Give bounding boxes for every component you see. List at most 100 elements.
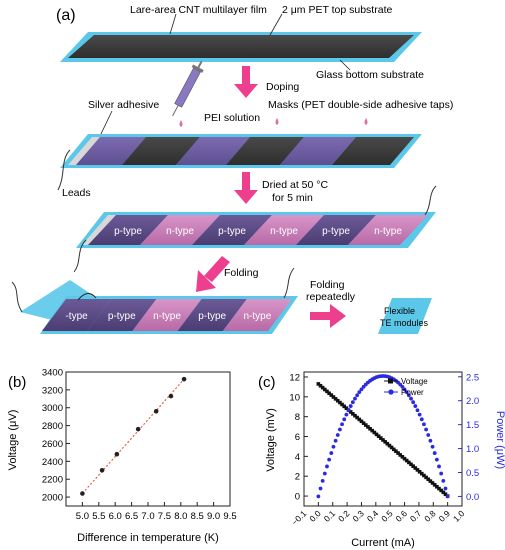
power-point <box>355 393 360 398</box>
data-point <box>114 451 120 457</box>
segment-p <box>177 299 247 331</box>
segment-label: p-type <box>198 311 226 322</box>
segment-p <box>87 299 157 331</box>
leader-silver <box>99 110 113 137</box>
power-point <box>320 479 325 483</box>
data-points <box>316 374 450 499</box>
data-point <box>135 426 141 432</box>
voltage-point <box>370 428 375 433</box>
voltage-point <box>402 456 407 461</box>
voltage-point <box>422 473 426 478</box>
power-point <box>434 457 439 462</box>
voltage-point <box>320 385 325 390</box>
y-tick-label: 2600 <box>42 439 63 450</box>
masks-label: Masks (PET double-side adhesive taps) <box>268 99 453 111</box>
dried-label-1: Dried at 50 °C <box>262 179 328 191</box>
y-tick-label: 3400 <box>42 368 63 379</box>
folded-flap <box>20 280 94 322</box>
power-point <box>357 390 362 395</box>
flexible-label-2: TE modules <box>380 318 429 328</box>
power-point <box>331 444 336 449</box>
voltage-point <box>439 488 443 493</box>
y-tick-label: 0 <box>295 492 300 503</box>
voltage-point <box>374 432 379 437</box>
strip-folding: -type p-type n-type p-type n-type <box>11 267 298 334</box>
x-tick-label: 0.5 <box>379 508 395 524</box>
fit-line <box>81 378 185 494</box>
power-point <box>419 417 424 422</box>
segment-label: n-type <box>153 311 181 322</box>
y-tick-label: 2 <box>295 472 300 483</box>
voltage-point <box>318 383 323 388</box>
power-point <box>340 422 344 427</box>
voltage-point <box>432 483 437 487</box>
segment-label: p-type <box>114 226 142 237</box>
power-point <box>359 387 364 392</box>
y-tick-label: 2000 <box>42 493 63 504</box>
folding-label: Folding <box>224 267 259 279</box>
power-point <box>424 427 428 432</box>
strip4-segments: -type p-type n-type p-type n-type <box>42 299 292 331</box>
leader-glass <box>339 59 351 71</box>
axis-ticks: −0.10.00.10.20.30.40.50.60.70.80.91.0024… <box>289 372 479 527</box>
lead-wire <box>424 185 437 216</box>
dried-label-2: for 5 min <box>272 192 313 204</box>
x-tick-label: 8.5 <box>191 511 204 522</box>
voltage-point <box>404 458 409 463</box>
mask-droplet-icon <box>275 118 279 125</box>
power-point <box>322 471 327 476</box>
x-tick-label: 9.5 <box>223 511 236 522</box>
power-point <box>344 412 349 417</box>
voltage-point <box>340 402 344 407</box>
data-point <box>80 491 85 496</box>
axis-ticks: 5.0 5.5 6.0 6.5 7.0 7.5 8.0 8.5 9.0 9.5 2000 2200 24… <box>42 368 237 523</box>
arrow-shaft <box>242 66 250 86</box>
x-tick-label: 0.9 <box>437 508 453 524</box>
voltage-point <box>361 421 366 425</box>
voltage-point <box>394 449 398 454</box>
module-box <box>378 298 432 334</box>
power-point <box>353 396 357 401</box>
power-point <box>445 494 450 499</box>
voltage-point <box>329 393 334 397</box>
power-point <box>333 438 338 443</box>
voltage-point <box>355 415 359 420</box>
strip-pn: p-type n-type p-type n-type p-type n-type <box>73 185 437 273</box>
power-point <box>441 479 446 483</box>
y-tick-label: 3200 <box>42 385 63 396</box>
voltage-point <box>417 469 422 474</box>
mask-droplet-icon <box>364 118 368 125</box>
strip3-segments: p-type n-type p-type n-type p-type n-type <box>88 215 428 245</box>
power-point <box>443 486 448 491</box>
y-axis-label: Voltage (mV) <box>265 408 277 472</box>
y2-tick-label: 1.5 <box>466 420 479 431</box>
lead-wire <box>73 239 87 273</box>
voltage-point <box>348 410 353 414</box>
x-tick-label: 0.6 <box>394 508 410 524</box>
segment-n <box>244 215 324 245</box>
segment-label: p-type <box>322 226 350 237</box>
x-tick-label: 1.0 <box>451 508 467 524</box>
power-point <box>409 396 413 401</box>
panel-a: (a) Lare-area CNT multilayer film 2 μm P… <box>11 4 453 334</box>
leads-label: Leads <box>62 187 91 199</box>
segment-p <box>192 215 272 245</box>
voltage-point <box>385 441 390 446</box>
arrow-head <box>234 190 258 204</box>
voltage-point <box>381 438 385 442</box>
legend-power-label: Power <box>401 388 424 397</box>
segment-n <box>348 215 428 245</box>
voltage-point <box>379 436 383 440</box>
power-point <box>415 408 420 413</box>
arrow-down-2 <box>234 172 258 204</box>
voltage-point <box>331 395 336 399</box>
plot-frame <box>303 371 463 507</box>
x-tick-label: 6.5 <box>125 511 138 522</box>
leader-pet <box>269 13 283 36</box>
y2-tick-label: 0.5 <box>466 468 479 479</box>
voltage-point <box>443 492 448 497</box>
y-tick-label: 6 <box>295 432 300 443</box>
y-tick-label: 4 <box>295 452 300 463</box>
silver-adhesive-strip <box>82 215 116 245</box>
